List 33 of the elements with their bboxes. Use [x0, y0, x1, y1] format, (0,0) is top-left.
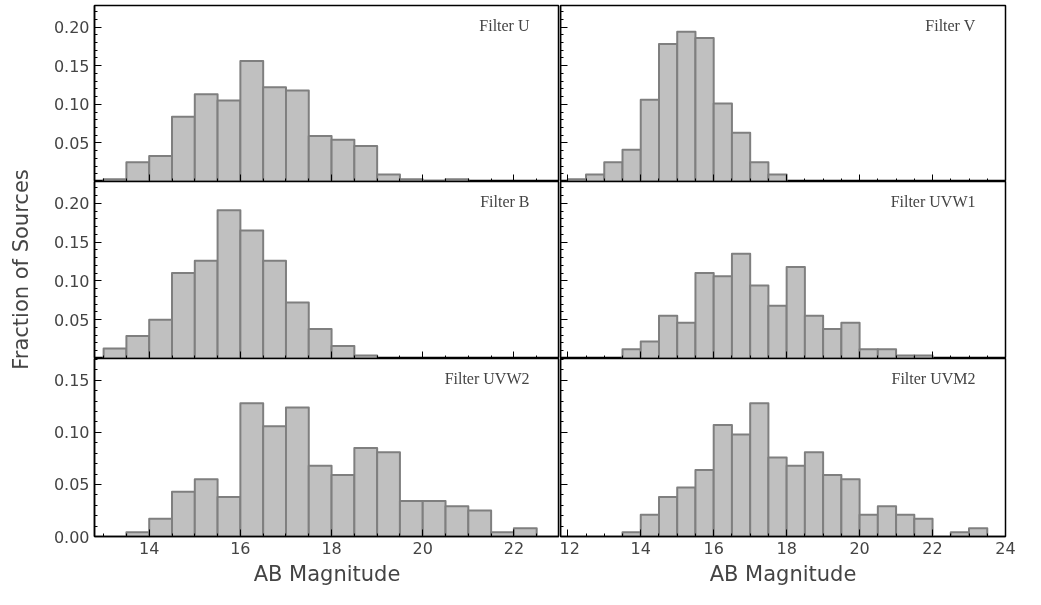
x-axis-title: AB Magnitude	[709, 561, 857, 586]
x-tick-label: 16	[703, 538, 724, 558]
y-tick-label: 0.15	[53, 371, 90, 391]
x-tick-label: 14	[630, 538, 651, 558]
x-tick-label: 22	[503, 538, 525, 558]
y-tick-label: 0.20	[53, 194, 90, 214]
annotation: Filter V	[925, 16, 976, 34]
y-tick-label: 0.05	[53, 475, 90, 495]
annotation: Filter UVW2	[444, 369, 530, 387]
x-tick-label: 14	[139, 538, 160, 558]
y-tick-label: 0.15	[53, 56, 90, 76]
x-tick-label: 16	[230, 538, 251, 558]
y-tick-label: 0.10	[53, 95, 90, 115]
y-tick-label: 0.10	[53, 423, 90, 443]
annotation: Filter U	[479, 16, 530, 34]
y-tick-label: 0.00	[53, 527, 90, 547]
x-tick-label: 20	[412, 538, 433, 558]
y-tick-label: 0.05	[53, 310, 90, 330]
annotation: Filter UVW1	[890, 192, 976, 210]
x-tick-label: 24	[995, 538, 1016, 558]
y-tick-label: 0.10	[53, 271, 90, 291]
y-tick-label: 0.05	[53, 133, 90, 153]
annotation: Filter UVM2	[891, 369, 976, 387]
x-axis-title: AB Magnitude	[253, 561, 401, 586]
y-tick-label: 0.15	[53, 233, 90, 253]
y-tick-label: 0.20	[53, 18, 90, 38]
x-tick-label: 18	[776, 538, 797, 558]
x-tick-label: 18	[321, 538, 342, 558]
x-tick-label: 20	[849, 538, 870, 558]
x-tick-label: 22	[922, 538, 943, 558]
x-tick-label: 12	[559, 538, 580, 558]
annotation: Filter B	[480, 192, 530, 210]
y-axis-title: Fraction of Sources	[8, 169, 33, 370]
